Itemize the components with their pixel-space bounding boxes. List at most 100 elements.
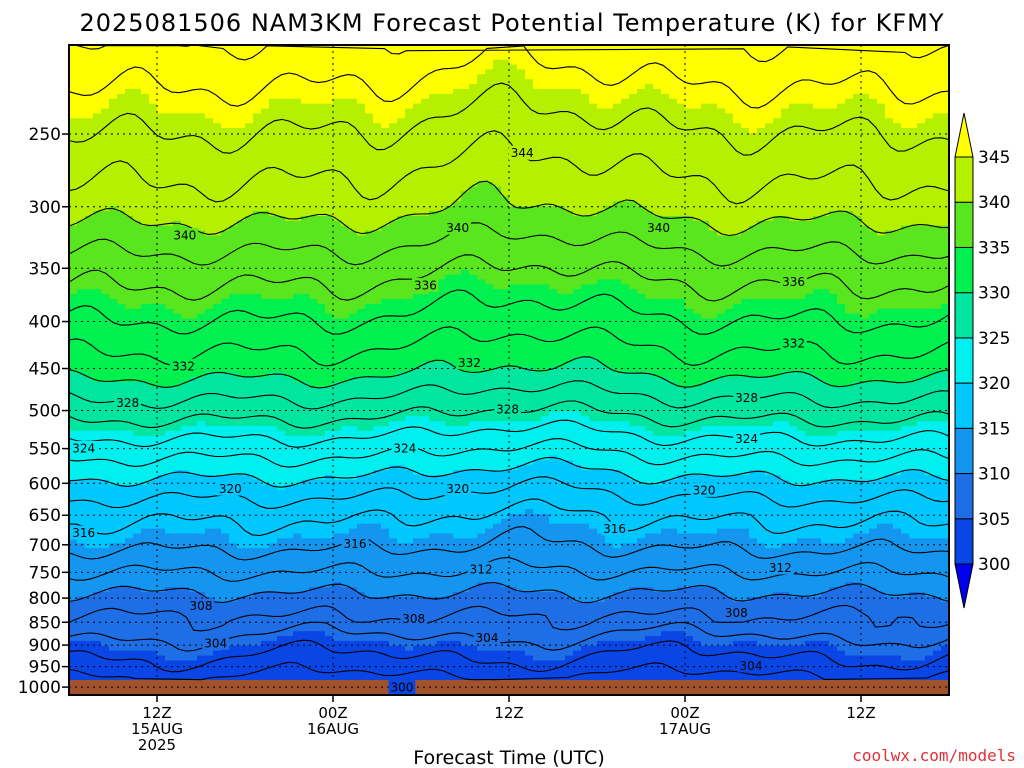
field-cell <box>357 167 366 173</box>
field-cell <box>301 201 310 207</box>
field-cell <box>181 84 190 90</box>
field-cell <box>117 250 126 256</box>
field-cell <box>237 59 246 66</box>
field-cell <box>197 230 206 237</box>
field-cell <box>85 294 94 300</box>
field-cell <box>253 450 262 456</box>
field-cell <box>277 357 286 364</box>
field-cell <box>77 176 86 183</box>
field-cell <box>341 572 350 579</box>
field-cell <box>229 621 238 627</box>
field-cell <box>133 54 142 61</box>
field-cell <box>141 592 150 598</box>
field-cell <box>269 103 278 110</box>
field-cell <box>101 455 110 461</box>
field-cell <box>269 465 278 471</box>
field-cell <box>213 426 222 432</box>
field-cell <box>261 416 270 422</box>
field-cell <box>181 553 190 559</box>
field-cell <box>213 455 222 461</box>
field-cell <box>149 616 158 622</box>
field-cell <box>157 84 166 90</box>
field-cell <box>253 64 262 71</box>
field-cell <box>317 670 326 676</box>
field-cell <box>173 465 182 471</box>
field-cell <box>277 240 286 246</box>
field-cell <box>77 259 86 266</box>
field-cell <box>109 211 118 217</box>
field-cell <box>221 533 230 539</box>
field-cell <box>301 215 310 222</box>
field-cell <box>317 152 326 158</box>
field-cell <box>341 494 350 500</box>
field-cell <box>85 206 94 212</box>
field-cell <box>205 132 214 139</box>
field-cell <box>349 372 358 378</box>
field-cell <box>69 430 78 437</box>
field-cell <box>261 74 270 80</box>
field-cell <box>365 230 374 237</box>
field-cell <box>365 215 374 222</box>
field-cell <box>333 450 342 456</box>
field-cell <box>261 118 270 124</box>
field-cell <box>285 225 294 232</box>
field-cell <box>309 206 318 212</box>
field-cell <box>221 660 230 666</box>
field-cell <box>341 123 350 129</box>
field-cell <box>213 469 222 476</box>
field-cell <box>277 469 286 476</box>
field-cell <box>69 74 78 80</box>
field-cell <box>173 533 182 539</box>
field-cell <box>181 631 190 637</box>
field-cell <box>157 357 166 364</box>
field-cell <box>373 98 382 105</box>
field-cell <box>93 318 102 325</box>
field-cell <box>157 274 166 281</box>
field-cell <box>317 259 326 266</box>
field-cell <box>365 342 374 349</box>
field-cell <box>125 606 134 613</box>
field-cell <box>285 362 294 368</box>
field-cell <box>213 421 222 427</box>
field-cell <box>285 553 294 559</box>
field-cell <box>333 465 342 471</box>
field-cell <box>317 484 326 491</box>
field-cell <box>261 386 270 393</box>
field-cell <box>117 645 126 652</box>
field-cell <box>213 294 222 300</box>
field-cell <box>229 572 238 579</box>
field-cell <box>197 582 206 588</box>
field-cell <box>333 289 342 295</box>
field-cell <box>101 489 110 495</box>
field-cell <box>141 543 150 549</box>
field-cell <box>245 245 254 251</box>
field-cell <box>173 557 182 564</box>
field-cell <box>141 538 150 544</box>
field-cell <box>173 308 182 315</box>
field-cell <box>317 269 326 276</box>
field-cell <box>261 675 270 681</box>
field-cell <box>77 460 86 466</box>
field-cell <box>205 523 214 530</box>
field-cell <box>333 299 342 305</box>
field-cell <box>205 225 214 232</box>
field-cell <box>109 562 118 569</box>
field-cell <box>149 250 158 256</box>
field-cell <box>205 665 214 671</box>
field-cell <box>229 670 238 676</box>
field-cell <box>269 391 278 398</box>
field-cell <box>117 289 126 295</box>
field-cell <box>205 557 214 564</box>
field-cell <box>85 479 94 486</box>
field-cell <box>325 342 334 349</box>
field-cell <box>229 157 238 163</box>
field-cell <box>333 372 342 378</box>
field-cell <box>109 572 118 579</box>
field-cell <box>213 103 222 110</box>
field-cell <box>333 382 342 388</box>
field-cell <box>317 215 326 222</box>
field-cell <box>349 167 358 173</box>
field-cell <box>237 191 246 198</box>
field-cell <box>229 318 238 325</box>
field-cell <box>357 357 366 364</box>
